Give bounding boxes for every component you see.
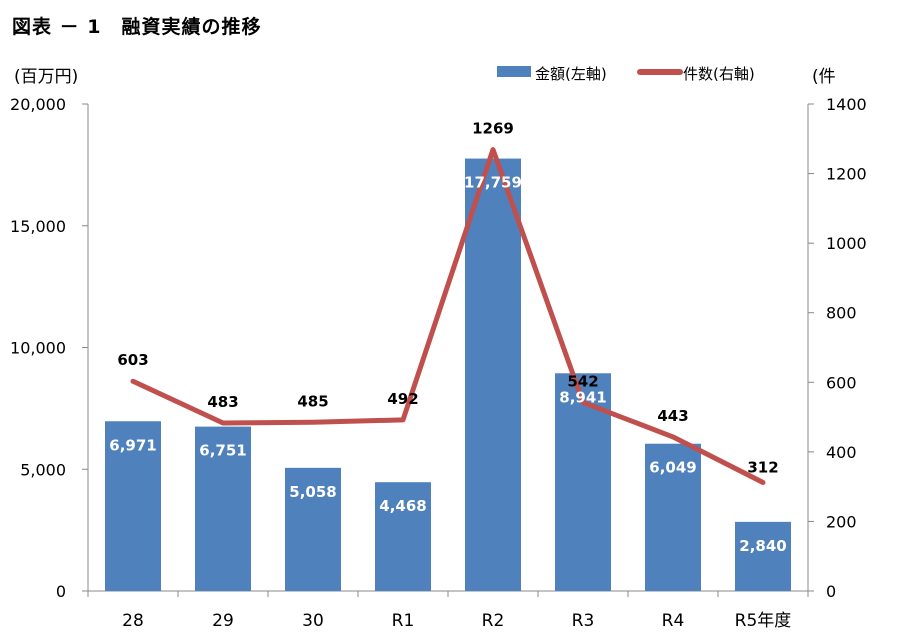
bar-value-label: 8,941 xyxy=(559,388,606,406)
right-axis-unit: (件 xyxy=(812,67,836,87)
bar xyxy=(195,426,251,591)
line-value-label: 1269 xyxy=(472,120,514,138)
bar xyxy=(105,421,161,591)
right-tick-label: 1200 xyxy=(826,165,867,184)
line-value-label: 312 xyxy=(747,458,778,476)
line-series xyxy=(130,147,766,485)
left-tick-label: 0 xyxy=(56,582,66,601)
x-tick-label: R1 xyxy=(392,611,415,631)
x-tick-label: R2 xyxy=(482,611,505,631)
chart-axes: 0 5,000 10,000 15,000 20,000 0 200 400 600 800 100… xyxy=(10,67,867,631)
x-tick-label: R5年度 xyxy=(735,611,792,631)
bar-value-label: 6,971 xyxy=(109,436,156,454)
legend: 金額(左軸) 件数(右軸) xyxy=(497,65,755,83)
right-tick-label: 1400 xyxy=(826,95,867,114)
x-tick-label: 29 xyxy=(212,611,234,631)
right-tick-label: 0 xyxy=(826,582,836,601)
bar-value-label: 5,058 xyxy=(289,483,336,501)
left-tick-label: 5,000 xyxy=(20,460,66,479)
bar-value-label: 6,049 xyxy=(649,459,696,477)
bar xyxy=(645,443,701,591)
legend-line-label: 件数(右軸) xyxy=(683,65,755,83)
left-tick-label: 20,000 xyxy=(10,95,66,114)
bar xyxy=(465,158,521,591)
bar xyxy=(735,521,791,591)
line-value-label: 485 xyxy=(297,392,328,410)
x-tick-label: R4 xyxy=(662,611,685,631)
bar-value-label: 6,751 xyxy=(199,442,246,460)
right-tick-label: 200 xyxy=(826,512,857,531)
count-line xyxy=(130,147,766,485)
legend-bar-label: 金額(左軸) xyxy=(535,65,607,83)
right-tick-label: 600 xyxy=(826,373,857,392)
x-tick-label: 30 xyxy=(302,611,324,631)
x-tick-label: R3 xyxy=(572,611,595,631)
line-value-label: 492 xyxy=(387,390,418,408)
page-title: 図表 － 1 融資実績の推移 xyxy=(12,16,262,38)
bar-series xyxy=(105,158,791,591)
left-axis-unit: (百万円) xyxy=(14,67,78,87)
left-tick-label: 10,000 xyxy=(10,339,66,358)
line-value-label: 483 xyxy=(207,393,238,411)
bar-value-label: 17,759 xyxy=(464,174,522,192)
x-tick-label: 28 xyxy=(122,611,144,631)
right-tick-label: 800 xyxy=(826,304,857,323)
data-labels: 6,971 6,751 5,058 4,468 17,759 8,941 6,049 2,84… xyxy=(109,120,786,555)
legend-bar-swatch xyxy=(497,66,531,77)
right-tick-label: 1000 xyxy=(826,234,867,253)
bar xyxy=(285,467,341,591)
bar-value-label: 4,468 xyxy=(379,497,426,515)
left-tick-label: 15,000 xyxy=(10,217,66,236)
line-value-label: 603 xyxy=(117,351,148,369)
line-value-label: 542 xyxy=(567,372,598,390)
bar xyxy=(375,482,431,591)
bar-value-label: 2,840 xyxy=(739,537,786,555)
line-value-label: 443 xyxy=(657,407,688,425)
right-tick-label: 400 xyxy=(826,443,857,462)
